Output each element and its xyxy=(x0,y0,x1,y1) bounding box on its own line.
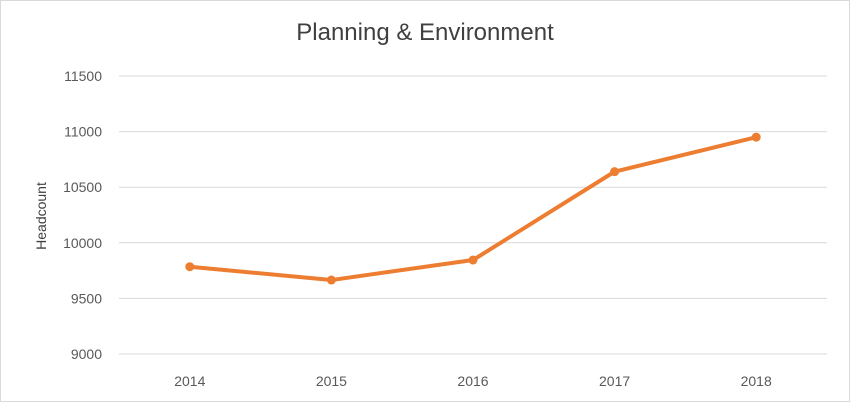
data-point xyxy=(468,255,478,265)
x-tick-label: 2017 xyxy=(599,373,630,389)
y-tick-label: 9000 xyxy=(71,346,102,362)
chart-title: Planning & Environment xyxy=(296,19,554,46)
data-point xyxy=(751,132,761,142)
y-tick-label: 10500 xyxy=(63,179,102,195)
data-point xyxy=(185,262,195,272)
data-point xyxy=(326,275,336,285)
y-tick-label: 11000 xyxy=(64,124,102,140)
y-tick-label: 11500 xyxy=(64,68,102,84)
x-tick-label: 2018 xyxy=(741,373,772,389)
y-tick-label: 10000 xyxy=(63,235,102,251)
x-tick-label: 2015 xyxy=(316,373,347,389)
y-tick-label: 9500 xyxy=(71,290,102,306)
x-tick-label: 2014 xyxy=(174,373,205,389)
x-tick-label: 2016 xyxy=(457,373,488,389)
data-point xyxy=(610,167,620,177)
